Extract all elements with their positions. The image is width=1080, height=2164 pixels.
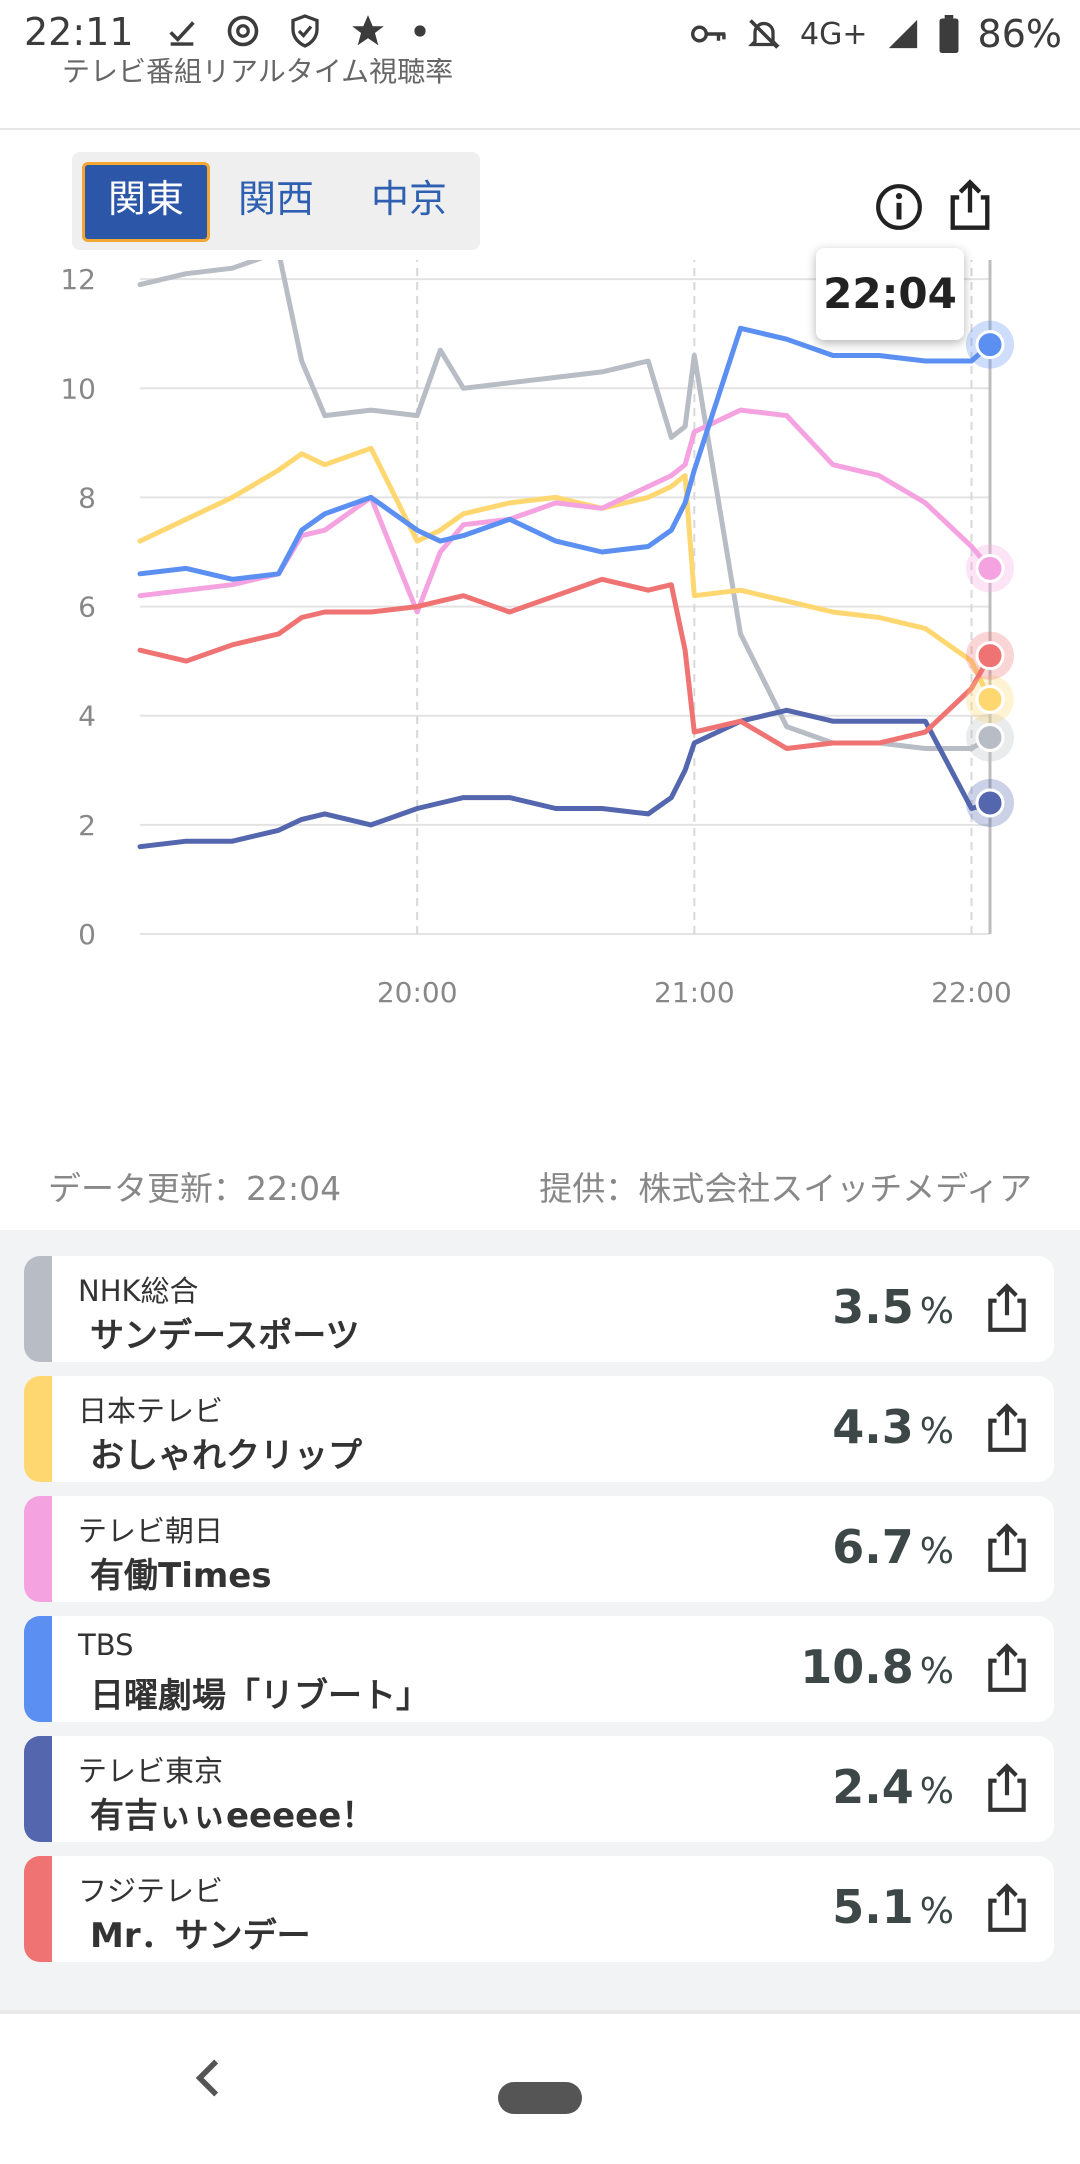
share-icon[interactable]: [982, 1762, 1032, 1818]
share-icon[interactable]: [982, 1282, 1032, 1338]
channel-name: NHK総合: [78, 1274, 199, 1308]
y-tick-label: 4: [78, 700, 96, 733]
series-line: [137, 445, 993, 702]
program-name: おしゃれクリップ: [90, 1436, 362, 1476]
y-tick-label: 12: [60, 263, 96, 296]
x-tick-label: 20:00: [377, 976, 458, 1009]
program-name: 日曜劇場「リブート」: [90, 1676, 430, 1716]
y-tick-label: 8: [78, 481, 96, 514]
x-tick-label: 21:00: [654, 976, 735, 1009]
program-name: 有働Times: [90, 1556, 272, 1596]
y-tick-label: 2: [78, 809, 96, 842]
series-line: [137, 576, 993, 751]
share-icon[interactable]: [982, 1402, 1032, 1458]
series-line: [137, 407, 993, 615]
bell-off-icon: [748, 19, 781, 49]
page-header: テレビ番組リアルタイム視聴率: [0, 58, 1080, 130]
rating-value: 10.8%: [800, 1640, 954, 1694]
channel-name: テレビ東京: [78, 1754, 224, 1788]
program-name: 有吉ぃぃeeeee！: [90, 1796, 376, 1836]
rating-value: 5.1%: [832, 1880, 954, 1934]
channel-name: 日本テレビ: [78, 1394, 224, 1428]
battery-percent: 86%: [977, 12, 1062, 56]
chart-tooltip-time: 22:04: [816, 248, 964, 340]
tab-chukyo[interactable]: 中京: [370, 177, 447, 221]
rating-unit: %: [919, 1891, 954, 1932]
rating-number: 2.4: [832, 1760, 914, 1814]
threads-icon: [227, 15, 259, 47]
series-end-marker: [975, 330, 1005, 360]
system-icons: 4G+ 86%: [690, 12, 1062, 56]
channel-color-strip: [24, 1376, 52, 1482]
series-end-marker: [975, 723, 1005, 753]
rating-unit: %: [919, 1651, 954, 1692]
provider-text: 提供：株式会社スイッチメディア: [539, 1169, 1032, 1208]
tab-kanto[interactable]: 関東: [82, 162, 210, 242]
share-icon[interactable]: [982, 1522, 1032, 1578]
channel-card-ntv[interactable]: 日本テレビ おしゃれクリップ 4.3%: [24, 1376, 1054, 1482]
key-icon: [691, 25, 726, 43]
series-end-marker: [975, 684, 1005, 714]
rating-value: 6.7%: [832, 1520, 954, 1574]
channel-color-strip: [24, 1496, 52, 1602]
channel-name: テレビ朝日: [78, 1514, 224, 1548]
program-name: Mr．サンデー: [90, 1916, 311, 1956]
region-tabs: 関東 関西 中京: [72, 152, 480, 250]
channel-name: TBS: [78, 1628, 134, 1662]
home-pill[interactable]: [498, 2082, 582, 2114]
channel-color-strip: [24, 1616, 52, 1722]
series-line: [137, 325, 993, 582]
channel-card-nhk[interactable]: NHK総合 サンデースポーツ 3.5%: [24, 1256, 1054, 1362]
rating-number: 3.5: [832, 1280, 914, 1334]
tab-kansai[interactable]: 関西: [237, 177, 314, 221]
info-icon[interactable]: [874, 182, 924, 236]
rating-unit: %: [919, 1531, 954, 1572]
network-type: 4G+: [800, 16, 868, 52]
series-line: [137, 707, 993, 850]
rating-unit: %: [919, 1771, 954, 1812]
rating-number: 5.1: [832, 1880, 914, 1934]
channel-color-strip: [24, 1256, 52, 1362]
channel-color-strip: [24, 1856, 52, 1962]
share-icon[interactable]: [982, 1642, 1032, 1698]
shield-check-icon: [291, 14, 319, 48]
rating-number: 4.3: [832, 1400, 914, 1454]
channel-card-fuji[interactable]: フジテレビ Mr．サンデー 5.1%: [24, 1856, 1054, 1962]
back-icon[interactable]: [190, 2056, 224, 2112]
data-updated-text: データ更新：22:04: [48, 1169, 342, 1208]
channel-card-tx[interactable]: テレビ東京 有吉ぃぃeeeee！ 2.4%: [24, 1736, 1054, 1842]
status-time: 22:11: [24, 10, 134, 54]
y-tick-label: 6: [78, 591, 96, 624]
rating-number: 10.8: [800, 1640, 914, 1694]
rating-value: 2.4%: [832, 1760, 954, 1814]
signal-icon: [888, 19, 917, 49]
download-done-icon: [169, 21, 195, 46]
series-end-marker: [975, 641, 1005, 671]
y-tick-label: 10: [60, 372, 96, 405]
notification-icons: [165, 12, 427, 50]
channel-card-tbs[interactable]: TBS 日曜劇場「リブート」 10.8%: [24, 1616, 1054, 1722]
y-tick-label: 0: [78, 918, 96, 951]
series-end-marker: [975, 788, 1005, 818]
rating-value: 3.5%: [832, 1280, 954, 1334]
channel-name: フジテレビ: [78, 1874, 224, 1908]
program-name: サンデースポーツ: [90, 1316, 360, 1356]
channel-color-strip: [24, 1736, 52, 1842]
x-tick-label: 22:00: [931, 976, 1012, 1009]
share-icon[interactable]: [982, 1882, 1032, 1938]
page-subtitle: テレビ番組リアルタイム視聴率: [62, 58, 454, 88]
channel-card-asahi[interactable]: テレビ朝日 有働Times 6.7%: [24, 1496, 1054, 1602]
rating-number: 6.7: [832, 1520, 914, 1574]
rating-unit: %: [919, 1291, 954, 1332]
rating-value: 4.3%: [832, 1400, 954, 1454]
share-icon[interactable]: [944, 178, 996, 236]
navigation-bar: [0, 2010, 1080, 2164]
star-icon: [352, 15, 384, 46]
battery-icon: [939, 15, 959, 53]
rating-unit: %: [919, 1411, 954, 1452]
series-end-marker: [975, 553, 1005, 583]
dot-icon: [414, 25, 426, 37]
